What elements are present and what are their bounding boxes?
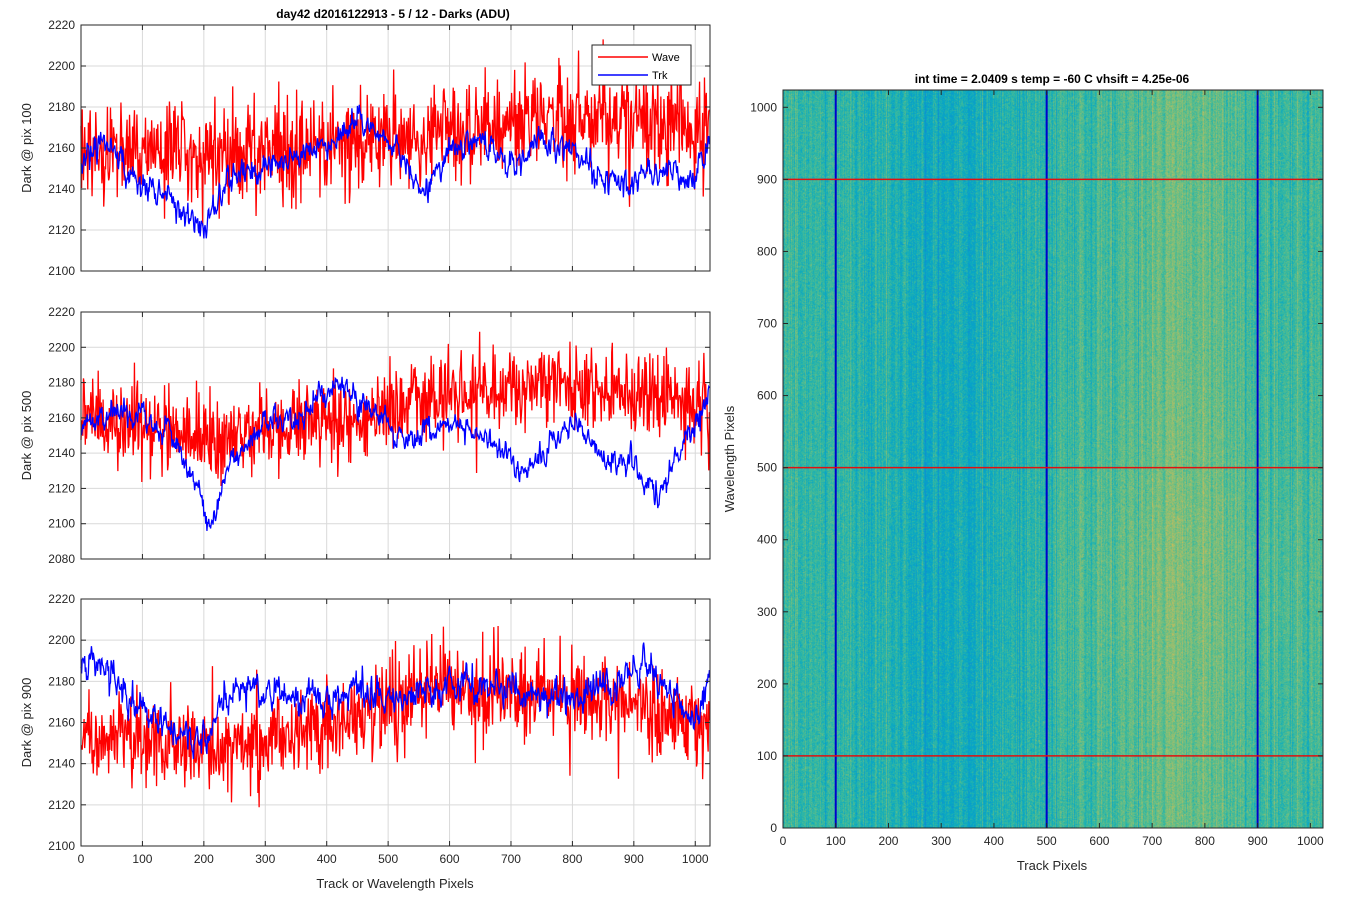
figure-title: day42 d2016122913 - 5 / 12 - Darks (ADU)	[276, 7, 509, 21]
panel-1-ytick-label: 2180	[48, 100, 75, 114]
panel-pix-500: 2080 2100 2120 2140 2160 2180 2200 2220 Dark @ …	[19, 305, 711, 566]
panel-1-ylabel: Dark @ pix 100	[19, 103, 34, 193]
heatmap-panel: int time = 2.0409 s temp = -60 C vhsift …	[722, 72, 1324, 873]
series-wave-line	[80, 331, 711, 486]
panel-3-ytick-label: 2140	[48, 757, 75, 771]
heatmap-axes-box	[782, 89, 1324, 829]
panel-1-ytick-label: 2100	[48, 264, 75, 278]
heatmap-ytick-label: 700	[757, 317, 777, 331]
heatmap-ylabel: Wavelength Pixels	[722, 405, 737, 512]
heatmap-ytick-label: 400	[757, 533, 777, 547]
panel-3-ytick-label: 2200	[48, 633, 75, 647]
panel-pix-900: 0 100 200 300 400 500 600 700 800 900 1000 2100 2120…	[19, 592, 711, 866]
panel-1-ytick-label: 2160	[48, 141, 75, 155]
panel-3-ytick-label: 2160	[48, 716, 75, 730]
panel-3-xtick-label: 800	[562, 852, 582, 866]
panel-3-xtick-label: 900	[624, 852, 644, 866]
heatmap-marker-lines	[783, 90, 1323, 828]
heatmap-xtick-label: 500	[1037, 834, 1057, 848]
shared-xlabel: Track or Wavelength Pixels	[316, 876, 474, 891]
heatmap-ytick-label: 0	[770, 821, 777, 835]
panel-3-xtick-label: 600	[440, 852, 460, 866]
panel-3-xtick-label: 400	[317, 852, 337, 866]
panel-1-ticks: 2100 2120 2140 2160 2180 2200 2220	[48, 18, 710, 278]
heatmap-canvas	[783, 90, 1323, 828]
panel-1-ytick-label: 2140	[48, 182, 75, 196]
heatmap-xtick-label: 400	[984, 834, 1004, 848]
heatmap-title: int time = 2.0409 s temp = -60 C vhsift …	[915, 72, 1190, 86]
series-trk-line	[80, 376, 710, 531]
heatmap-ytick-label: 900	[757, 172, 777, 186]
panel-2-ytick-label: 2160	[48, 411, 75, 425]
panel-2-ytick-label: 2140	[48, 446, 75, 460]
panel-3-xtick-label: 100	[132, 852, 152, 866]
heatmap-xtick-label: 300	[931, 834, 951, 848]
panel-2-ytick-label: 2080	[48, 552, 75, 566]
panel-1-ytick-label: 2220	[48, 18, 75, 32]
legend-box	[591, 44, 692, 86]
panel-3-ytick-label: 2180	[48, 674, 75, 688]
heatmap-xtick-label: 700	[1142, 834, 1162, 848]
heatmap-xtick-label: 200	[878, 834, 898, 848]
panel-2-axes-box	[80, 311, 711, 560]
panel-2-series	[80, 331, 711, 531]
heatmap-ytick-label: 300	[757, 605, 777, 619]
heatmap-xtick-label: 800	[1195, 834, 1215, 848]
panel-2-ylabel: Dark @ pix 500	[19, 391, 34, 481]
panel-3-ylabel: Dark @ pix 900	[19, 678, 34, 768]
panel-3-ytick-label: 2120	[48, 798, 75, 812]
series-trk-line	[80, 642, 711, 759]
legend-trk-label: Trk	[652, 70, 668, 82]
panel-3-xtick-label: 1000	[682, 852, 709, 866]
panel-3-ticks: 0 100 200 300 400 500 600 700 800 900 1000 2100 2120…	[48, 592, 710, 866]
series-wave-line	[80, 625, 711, 808]
panel-1-ytick-label: 2120	[48, 223, 75, 237]
heatmap-image	[783, 90, 1323, 828]
panel-2-ytick-label: 2220	[48, 305, 75, 319]
series-trk-line	[80, 104, 711, 239]
panel-3-ytick-label: 2220	[48, 592, 75, 606]
panel-2-ticks: 2080 2100 2120 2140 2160 2180 2200 2220	[48, 305, 710, 566]
heatmap-xtick-label: 600	[1089, 834, 1109, 848]
heatmap-ytick-label: 200	[757, 677, 777, 691]
panel-3-xtick-label: 500	[378, 852, 398, 866]
heatmap-ytick-label: 100	[757, 749, 777, 763]
heatmap-ytick-label: 600	[757, 389, 777, 403]
panel-2-ytick-label: 2180	[48, 376, 75, 390]
heatmap-ytick-label: 800	[757, 244, 777, 258]
panel-3-xtick-label: 700	[501, 852, 521, 866]
legend: Wave Trk	[591, 44, 692, 86]
heatmap-ticks: 0 100 200 300 400 500 600 700 800 900 1000 0 100 200 3…	[750, 90, 1324, 848]
panel-2-ytick-label: 2120	[48, 481, 75, 495]
legend-wave-label: Wave	[652, 52, 680, 64]
heatmap-xtick-label: 100	[826, 834, 846, 848]
panel-3-xtick-label: 0	[78, 852, 85, 866]
heatmap-xtick-label: 1000	[1297, 834, 1324, 848]
panel-3-series	[80, 625, 711, 808]
panel-3-xtick-label: 200	[194, 852, 214, 866]
panel-2-ytick-label: 2200	[48, 340, 75, 354]
heatmap-xtick-label: 900	[1248, 834, 1268, 848]
heatmap-ytick-label: 500	[757, 461, 777, 475]
panel-2-ytick-label: 2100	[48, 517, 75, 531]
panel-1-ytick-label: 2200	[48, 59, 75, 73]
heatmap-ytick-label: 1000	[750, 100, 777, 114]
panel-3-ytick-label: 2100	[48, 839, 75, 853]
heatmap-xlabel: Track Pixels	[1017, 858, 1088, 873]
heatmap-xtick-label: 0	[780, 834, 787, 848]
panel-3-xtick-label: 300	[255, 852, 275, 866]
